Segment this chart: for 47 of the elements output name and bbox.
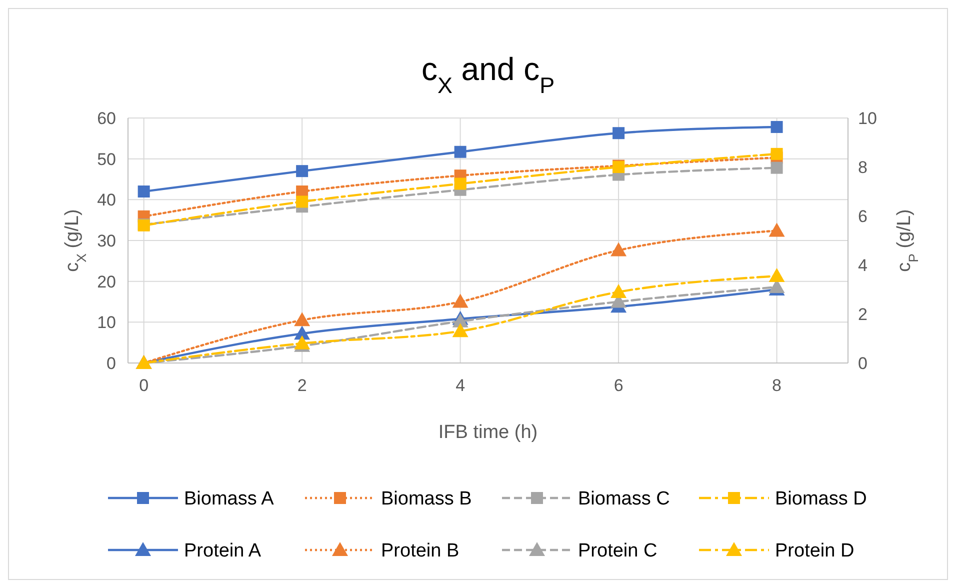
point xyxy=(610,284,627,298)
point xyxy=(452,323,468,338)
legend-label: Biomass C xyxy=(578,488,670,510)
point xyxy=(770,148,783,160)
legend-label: Biomass B xyxy=(381,488,472,510)
y-tick-label: 20 xyxy=(97,272,116,292)
point xyxy=(612,127,625,140)
y-tick-label: 10 xyxy=(97,313,116,332)
x-tick-label: 6 xyxy=(614,376,624,395)
legend-label: Protein A xyxy=(184,540,262,562)
y2-tick-label: 2 xyxy=(858,304,868,324)
x-tick-label: 8 xyxy=(772,376,782,395)
point xyxy=(296,165,308,178)
legend-label: Biomass A xyxy=(184,488,274,510)
legend-label: Protein D xyxy=(775,540,854,562)
legend-label: Biomass D xyxy=(775,488,867,510)
point xyxy=(138,186,150,198)
y2-tick-label: 0 xyxy=(858,354,868,373)
point xyxy=(296,196,308,208)
y2-tick-label: 6 xyxy=(858,206,868,226)
y-tick-label: 50 xyxy=(97,150,116,169)
x-axis-title: IFB time (h) xyxy=(438,422,538,443)
point xyxy=(294,335,310,350)
point xyxy=(768,268,785,282)
y-tick-label: 0 xyxy=(106,354,116,373)
point xyxy=(294,312,310,326)
point xyxy=(294,326,310,340)
legend-label: Protein C xyxy=(578,540,658,562)
y2-tick-label: 8 xyxy=(858,158,868,177)
point xyxy=(770,120,783,133)
point xyxy=(454,146,466,158)
x-tick-label: 0 xyxy=(139,376,149,395)
y-tick-label: 30 xyxy=(97,231,116,250)
chart-title: c$_{X}$ and c$_{P}$ xyxy=(421,51,555,98)
point xyxy=(452,294,468,308)
y2-tick-label: 10 xyxy=(858,108,877,128)
y-tick-label: 60 xyxy=(97,108,116,128)
point xyxy=(770,162,783,174)
point xyxy=(452,313,468,328)
legend-label: Protein B xyxy=(381,540,460,562)
x-tick-label: 4 xyxy=(456,376,466,395)
point xyxy=(768,222,785,237)
y-tick-label: 40 xyxy=(97,190,116,210)
point xyxy=(454,178,466,190)
point xyxy=(610,242,627,256)
y2-tick-label: 4 xyxy=(858,256,868,275)
x-tick-label: 2 xyxy=(297,376,307,395)
